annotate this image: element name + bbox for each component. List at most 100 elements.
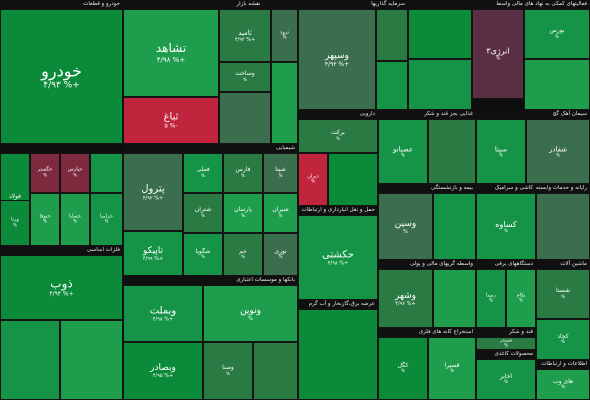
stock-tile[interactable]: وصنا% — [203, 342, 253, 400]
stock-change: % — [241, 173, 245, 179]
stock-tile[interactable]: وبملت ۴/۹۸ %+ — [123, 285, 203, 342]
stock-tile[interactable]: خودرو ۴/۹۳ %+ — [0, 9, 123, 144]
stock-tile[interactable]: دیران% — [298, 153, 328, 206]
stock-tile[interactable]: خزامیا% — [90, 193, 123, 246]
stock-tile-filler[interactable] — [0, 320, 60, 400]
stock-tile[interactable]: سیتا% — [476, 119, 526, 184]
stock-tile[interactable]: فارس% — [223, 153, 263, 193]
stock-tile[interactable]: فملی% — [183, 153, 223, 193]
stock-tile-filler[interactable] — [328, 153, 378, 206]
stock-change: ۴/۹۳ %+ — [43, 80, 80, 91]
stock-tile-filler[interactable] — [408, 59, 472, 110]
stock-tile[interactable]: نوری% — [263, 233, 298, 276]
stock-symbol: پترول — [141, 183, 165, 195]
stock-tile-filler[interactable] — [536, 193, 590, 260]
stock-tile[interactable]: شفادر% — [526, 119, 590, 184]
stock-tile[interactable]: رمپنا% — [476, 269, 506, 328]
stock-symbol: ثرود — [280, 29, 289, 36]
stock-tile-filler[interactable] — [90, 153, 123, 193]
stock-change: % — [201, 173, 205, 179]
stock-tile-filler[interactable] — [408, 9, 472, 59]
tile-content: سیتا% — [477, 145, 525, 158]
stock-tile[interactable]: های وب% — [536, 369, 590, 400]
stock-tile-filler[interactable] — [298, 309, 378, 400]
stock-tile[interactable]: ذوب ۴/۹۴ %+ — [0, 255, 123, 320]
stock-tile-filler[interactable] — [376, 9, 408, 61]
stock-tile[interactable]: شبندر% — [476, 337, 536, 350]
stock-tile-filler[interactable] — [219, 92, 271, 144]
stock-tile[interactable]: وبصادر ۴/۹۵ %+ — [123, 342, 203, 400]
stock-change: % — [556, 152, 560, 158]
stock-tile[interactable]: شیران% — [263, 193, 298, 233]
stock-symbol: وصنا — [222, 364, 234, 372]
tile-content: تشاهد ۴/۹۸ %+ — [124, 41, 218, 64]
stock-tile[interactable]: کساوه% — [476, 193, 536, 260]
tile-content: فملی% — [184, 166, 222, 179]
stock-tile-filler[interactable] — [60, 320, 123, 400]
stock-tile[interactable]: شگویا% — [183, 233, 223, 276]
stock-tile[interactable]: کگل% — [378, 337, 428, 400]
stock-tile[interactable]: شستا% — [536, 269, 590, 319]
stock-tile-filler[interactable] — [433, 193, 476, 260]
stock-tile[interactable]: شپنا% — [263, 153, 298, 193]
sector-header-agri: حمل و نقل انبارداری و ارتباطات — [298, 206, 378, 215]
stock-tile[interactable]: پارسان% — [223, 193, 263, 233]
stock-tile[interactable]: ثباغ ۵ %- — [123, 97, 219, 144]
stock-tile[interactable]: ورنا% — [0, 200, 30, 246]
stock-symbol: شفادر — [548, 145, 568, 154]
stock-tile[interactable]: ونوین% — [203, 285, 298, 342]
stock-tile-filler[interactable] — [524, 59, 590, 110]
stock-tile[interactable]: بورس% — [524, 9, 590, 59]
stock-change: % — [282, 34, 287, 40]
stock-tile[interactable]: پترول ۴/۹۲ %+ — [123, 153, 183, 231]
stock-tile[interactable]: وسین% — [378, 193, 433, 260]
sector-header-metals: فلزات اساسی — [0, 246, 123, 255]
stock-tile-filler[interactable] — [253, 342, 298, 400]
stock-tile[interactable]: تشاهد ۴/۹۸ %+ — [123, 9, 219, 97]
stock-tile[interactable]: جم% — [223, 233, 263, 276]
stock-change: % — [43, 218, 47, 224]
stock-tile[interactable]: وسپهر ۴/۹۳ %+ — [298, 9, 376, 110]
stock-tile[interactable]: وشهر ۴/۹۶ %+ — [378, 269, 433, 328]
stock-tile[interactable]: خگستر% — [30, 153, 60, 193]
tile-content: ختوقا% — [31, 213, 59, 225]
tile-content: فسیرا% — [429, 362, 475, 375]
stock-change: ۴/۹۴ %+ — [49, 290, 74, 298]
stock-tile[interactable]: اخابر% — [476, 359, 536, 400]
tile-content: شبندر% — [477, 338, 535, 349]
stock-tile[interactable]: شتران% — [183, 193, 223, 233]
stock-symbol: وبملت — [149, 304, 177, 316]
stock-tile[interactable]: ثامید ۴/۹۲ %+ — [219, 9, 271, 62]
stock-tile[interactable]: انرژی۳% — [472, 9, 524, 99]
stock-tile-filler[interactable] — [376, 61, 408, 110]
tile-content: ثامید ۴/۹۲ %+ — [220, 28, 270, 42]
stock-symbol: کگل — [397, 361, 409, 369]
stock-tile[interactable]: کچاد% — [536, 319, 590, 360]
stock-tile-filler[interactable] — [433, 269, 476, 328]
stock-tile[interactable]: وساخت% — [219, 62, 271, 92]
sector-header-mining: محصولات کاغذی — [476, 350, 536, 359]
tile-content: شپنا% — [264, 166, 297, 179]
stock-tile-filler[interactable] — [428, 119, 476, 184]
sector-header-investment: سرمایه گذاریها — [298, 0, 408, 9]
stock-tile[interactable]: خساپا% — [60, 193, 90, 246]
stock-change: ۵ %- — [164, 122, 178, 130]
stock-tile[interactable]: بکام% — [506, 269, 536, 328]
stock-tile[interactable]: ختوقا% — [30, 193, 60, 246]
stock-tile[interactable]: فسیرا% — [428, 337, 476, 400]
stock-tile[interactable]: حکشتی ۴/۹۸ %+ — [298, 215, 378, 300]
stock-symbol: شتران — [194, 206, 212, 214]
stock-symbol: کچاد — [557, 332, 569, 340]
stock-tile[interactable]: ثرود% — [271, 9, 298, 62]
stock-symbol: تاپیکو — [142, 245, 164, 256]
tile-content: ونوین% — [204, 305, 297, 321]
stock-symbol: دیران — [307, 173, 319, 180]
stock-tile[interactable]: برکت% — [298, 119, 378, 153]
stock-tile[interactable]: تاپیکو ۴/۹۹ %+ — [123, 231, 183, 276]
stock-tile[interactable]: خپارس% — [60, 153, 90, 193]
tile-content: کگل% — [379, 361, 427, 375]
stock-tile-filler[interactable] — [271, 62, 298, 144]
stock-tile[interactable]: عصبانو% — [378, 119, 428, 184]
tile-content: خودرو ۴/۹۳ %+ — [1, 61, 122, 91]
